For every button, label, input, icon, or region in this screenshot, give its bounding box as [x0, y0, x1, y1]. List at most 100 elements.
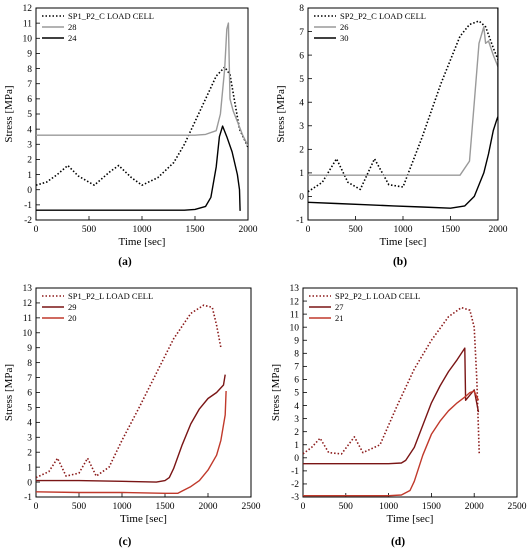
y-tick-label: 3	[27, 433, 32, 443]
legend-box	[40, 291, 158, 328]
series-line-30	[308, 8, 498, 209]
x-tick-label: 0	[34, 502, 39, 512]
x-tick-label: 2000	[239, 225, 258, 235]
y-tick-label: 2	[27, 448, 32, 458]
y-tick-label: 7	[299, 28, 304, 38]
series-line-sp1-p2-l-load-cell	[36, 304, 222, 479]
x-tick-label: 500	[82, 225, 97, 235]
y-tick-label: -2	[24, 216, 32, 226]
y-tick-label: 5	[27, 110, 32, 120]
y-tick-label: 5	[299, 75, 304, 85]
y-tick-label: 12	[290, 297, 300, 307]
legend-entry: SP2_P2_C LOAD CELL	[340, 11, 426, 21]
y-tick-label: 13	[290, 284, 300, 294]
y-tick-label: 0	[294, 454, 299, 464]
x-tick-label: 500	[348, 225, 363, 235]
x-axis-label: Time [sec]	[120, 513, 167, 525]
y-tick-label: 8	[299, 4, 304, 14]
y-tick-label: 0	[27, 478, 32, 488]
y-tick-label: 11	[23, 19, 32, 29]
x-tick-label: 2500	[242, 502, 261, 512]
x-tick-label: 1500	[422, 502, 441, 512]
series-line-20	[36, 390, 227, 494]
y-tick-label: 10	[23, 329, 33, 339]
x-tick-label: 2000	[489, 225, 508, 235]
y-tick-label: 4	[27, 419, 32, 429]
y-tick-label: 3	[299, 122, 304, 132]
legend-entry: 27	[335, 302, 344, 312]
panel-caption: (d)	[391, 536, 405, 548]
y-tick-label: 6	[299, 51, 304, 61]
y-tick-label: 4	[27, 125, 32, 135]
y-tick-label: 6	[27, 95, 32, 105]
y-axis-label: Stress [MPa]	[3, 364, 15, 421]
x-tick-label: 2500	[508, 502, 527, 512]
series-line-24	[36, 125, 241, 211]
y-tick-label: 9	[27, 50, 32, 60]
x-tick-label: 500	[72, 502, 87, 512]
y-tick-label: -2	[291, 480, 299, 490]
series-line-26	[308, 26, 498, 176]
y-tick-label: 1	[294, 441, 299, 451]
y-axis-label: Stress [MPa]	[270, 364, 282, 421]
y-tick-label: 7	[27, 80, 32, 90]
y-tick-label: 5	[294, 389, 299, 399]
x-tick-label: 1500	[156, 502, 175, 512]
y-tick-label: 3	[294, 415, 299, 425]
legend-entry: SP1_P2_L LOAD CELL	[68, 291, 153, 301]
y-tick-label: 10	[23, 34, 33, 44]
x-tick-label: 500	[339, 502, 354, 512]
y-axis-label: Stress [MPa]	[3, 85, 15, 142]
legend-entry: 20	[68, 313, 77, 323]
x-axis-label: Time [sec]	[380, 236, 427, 248]
series-line-29	[36, 374, 226, 483]
series-line-28	[36, 22, 248, 147]
y-tick-label: 4	[299, 98, 304, 108]
x-tick-label: 2000	[465, 502, 484, 512]
y-tick-label: 10	[290, 323, 300, 333]
x-tick-label: 1000	[379, 502, 398, 512]
y-tick-label: 1	[27, 463, 32, 473]
panel-caption: (c)	[119, 536, 132, 548]
x-tick-label: 1000	[113, 502, 132, 512]
legend-entry: 28	[68, 22, 77, 32]
legend-entry: SP1_P2_C LOAD CELL	[68, 11, 154, 21]
y-tick-label: 11	[290, 310, 299, 320]
y-tick-label: 6	[294, 376, 299, 386]
legend-entry: 29	[68, 302, 77, 312]
y-tick-label: 2	[27, 156, 32, 166]
panel-caption: (a)	[118, 256, 132, 268]
y-tick-label: 8	[27, 65, 32, 75]
legend-entry: 21	[335, 313, 344, 323]
y-tick-label: 11	[23, 314, 32, 324]
x-tick-label: 0	[301, 502, 306, 512]
legend-box	[40, 11, 158, 48]
legend-box	[312, 11, 430, 48]
y-tick-label: 7	[294, 363, 299, 373]
y-tick-label: 12	[23, 4, 33, 14]
series-line-27	[303, 347, 480, 465]
y-tick-label: -3	[291, 493, 299, 503]
series-line-sp2-p2-l-load-cell	[303, 306, 481, 456]
y-tick-label: 5	[27, 404, 32, 414]
legend-box	[307, 291, 425, 328]
x-axis-label: Time [sec]	[119, 236, 166, 248]
panel-caption: (b)	[393, 256, 407, 268]
y-tick-label: 1	[27, 171, 32, 181]
y-axis-label: Stress [MPa]	[275, 85, 287, 142]
x-tick-label: 0	[34, 225, 39, 235]
y-tick-label: 6	[27, 389, 32, 399]
x-tick-label: 2000	[199, 502, 218, 512]
y-tick-label: 9	[27, 344, 32, 354]
y-tick-label: 3	[27, 140, 32, 150]
y-tick-label: -1	[291, 467, 299, 477]
legend-entry: SP2_P2_L LOAD CELL	[335, 291, 420, 301]
y-tick-label: -1	[296, 216, 304, 226]
x-axis-label: Time [sec]	[387, 513, 434, 525]
x-tick-label: 1500	[186, 225, 205, 235]
